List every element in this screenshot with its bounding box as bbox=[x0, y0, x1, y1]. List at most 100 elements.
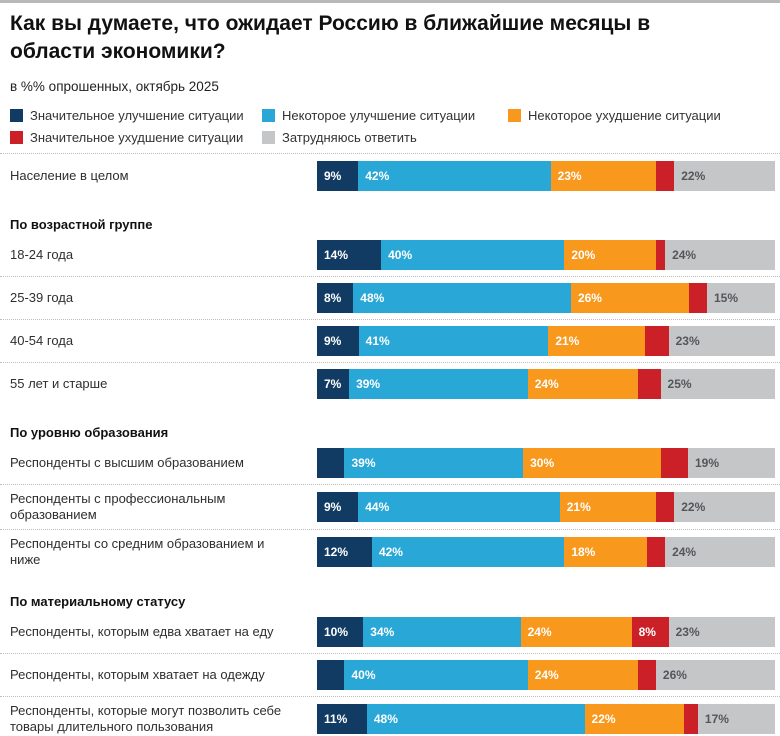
legend-label: Затрудняюсь ответить bbox=[282, 130, 417, 145]
legend: Значительное улучшение ситуации Некоторое… bbox=[10, 107, 775, 146]
segment-significant-improvement: 14% bbox=[317, 240, 382, 270]
stacked-bar: 40% 24% 26% bbox=[317, 660, 775, 690]
segment-value-label: 9% bbox=[324, 500, 342, 514]
segment-hard-to-answer: 24% bbox=[665, 240, 775, 270]
segment-value-label: 48% bbox=[373, 712, 398, 726]
legend-item: Значительное улучшение ситуации bbox=[10, 107, 262, 124]
row-label: Респонденты, которым едва хватает на еду bbox=[10, 624, 274, 639]
segment-some-improvement: 48% bbox=[366, 704, 585, 734]
segment-value-label: 23% bbox=[675, 334, 700, 348]
segment-significant-worsening bbox=[688, 283, 707, 313]
bar-row: Респонденты, которым едва хватает на еду… bbox=[10, 617, 776, 647]
bar-row: 55 лет и старше 7% 39% 24% 25% bbox=[10, 369, 776, 399]
segment-value-label: 40% bbox=[351, 668, 376, 682]
page-title: Как вы думаете, что ожидает Россию в бли… bbox=[10, 10, 775, 66]
segment-value-label: 23% bbox=[675, 625, 700, 639]
segment-value-label: 48% bbox=[360, 291, 385, 305]
legend-item: Некоторое улучшение ситуации bbox=[262, 107, 508, 124]
stacked-bar: 9% 42% 23% 22% bbox=[317, 161, 775, 191]
legend-item: Значительное ухудшение ситуации bbox=[10, 129, 262, 146]
segment-significant-worsening bbox=[655, 161, 675, 191]
segment-value-label: 12% bbox=[324, 545, 349, 559]
stacked-bar: 7% 39% 24% 25% bbox=[317, 369, 776, 399]
chart: Население в целом 9% 42% 23% 22% По возрастно… bbox=[0, 161, 780, 735]
segment-hard-to-answer: 23% bbox=[668, 617, 776, 647]
bar-row: Респонденты со средним образованием и ни… bbox=[10, 536, 775, 568]
row-label: 40-54 года bbox=[10, 333, 74, 348]
legend-label: Некоторое ухудшение ситуации bbox=[528, 108, 721, 123]
segment-significant-worsening bbox=[684, 704, 698, 734]
segment-some-worsening: 24% bbox=[527, 660, 638, 690]
segment-significant-worsening bbox=[655, 492, 675, 522]
stacked-bar: 8% 48% 26% 15% bbox=[317, 283, 775, 313]
segment-some-worsening: 24% bbox=[520, 617, 632, 647]
segment-value-label: 39% bbox=[356, 377, 381, 391]
segment-significant-improvement: 8% bbox=[317, 283, 354, 313]
page-title-line2: области экономики? bbox=[10, 40, 226, 63]
segment-some-improvement: 42% bbox=[371, 537, 565, 567]
segment-some-worsening: 18% bbox=[564, 537, 647, 567]
segment-some-worsening: 21% bbox=[559, 492, 656, 522]
segment-value-label: 23% bbox=[557, 169, 582, 183]
segment-significant-worsening: 8% bbox=[631, 617, 669, 647]
segment-value-label: 7% bbox=[324, 377, 342, 391]
segment-value-label: 21% bbox=[555, 334, 580, 348]
segment-some-worsening: 30% bbox=[523, 448, 661, 478]
segment-significant-improvement bbox=[317, 660, 345, 690]
segment-significant-worsening bbox=[660, 448, 688, 478]
section-header: По материальному статусу bbox=[10, 594, 186, 609]
row-label: Население в целом bbox=[10, 168, 129, 183]
segment-some-worsening: 21% bbox=[548, 326, 646, 356]
legend-item: Затрудняюсь ответить bbox=[262, 129, 508, 146]
segment-value-label: 44% bbox=[365, 500, 390, 514]
segment-hard-to-answer: 23% bbox=[668, 326, 775, 356]
segment-value-label: 22% bbox=[681, 169, 706, 183]
segment-significant-worsening bbox=[646, 537, 666, 567]
bar-row: Респонденты с высшим образованием 39% 30% 1… bbox=[10, 448, 776, 478]
segment-value-label: 42% bbox=[365, 169, 390, 183]
segment-hard-to-answer: 25% bbox=[660, 369, 776, 399]
row-label: Респонденты с профессиональным образован… bbox=[10, 491, 226, 522]
segment-some-improvement: 34% bbox=[363, 617, 521, 647]
segment-value-label: 8% bbox=[638, 625, 656, 639]
segment-value-label: 8% bbox=[324, 291, 342, 305]
row-label: 25-39 года bbox=[10, 290, 74, 305]
bar-row: 25-39 года 8% 48% 26% 15% bbox=[10, 283, 775, 313]
bar-row: 18-24 года 14% 40% 20% 24% bbox=[10, 240, 775, 270]
segment-hard-to-answer: 22% bbox=[674, 161, 775, 191]
segment-value-label: 26% bbox=[577, 291, 602, 305]
legend-label: Значительное улучшение ситуации bbox=[30, 108, 244, 123]
legend-swatch-icon bbox=[262, 131, 275, 144]
segment-value-label: 40% bbox=[388, 248, 413, 262]
segment-significant-improvement: 9% bbox=[317, 161, 359, 191]
stacked-bar: 9% 41% 21% 23% bbox=[317, 326, 775, 356]
segment-hard-to-answer: 24% bbox=[665, 537, 775, 567]
segment-value-label: 22% bbox=[591, 712, 616, 726]
segment-value-label: 10% bbox=[324, 625, 349, 639]
row-label: Респонденты, которым хватает на одежду bbox=[10, 667, 265, 682]
segment-hard-to-answer: 19% bbox=[688, 448, 776, 478]
segment-value-label: 11% bbox=[324, 712, 348, 726]
segment-some-improvement: 44% bbox=[358, 492, 560, 522]
page-title-line1: Как вы думаете, что ожидает Россию в бли… bbox=[10, 12, 651, 35]
bar-row: Респонденты, которые могут позволить себ… bbox=[10, 703, 775, 735]
segment-value-label: 24% bbox=[534, 377, 559, 391]
segment-significant-improvement: 10% bbox=[317, 617, 364, 647]
row-label: Респонденты с высшим образованием bbox=[10, 455, 244, 470]
segment-value-label: 25% bbox=[667, 377, 692, 391]
segment-value-label: 19% bbox=[695, 456, 720, 470]
segment-value-label: 34% bbox=[370, 625, 395, 639]
segment-value-label: 24% bbox=[534, 668, 559, 682]
segment-value-label: 24% bbox=[672, 545, 697, 559]
segment-some-improvement: 48% bbox=[353, 283, 571, 313]
segment-some-worsening: 22% bbox=[584, 704, 685, 734]
stacked-bar: 11% 48% 22% 17% bbox=[317, 704, 775, 734]
stacked-bar: 10% 34% 24% 8% 23% bbox=[317, 617, 776, 647]
bar-row: 40-54 года 9% 41% 21% 23% bbox=[10, 326, 775, 356]
segment-some-improvement: 39% bbox=[349, 369, 528, 399]
segment-hard-to-answer: 26% bbox=[655, 660, 775, 690]
bar-row: Респонденты, которым хватает на одежду 40… bbox=[10, 660, 775, 690]
segment-some-worsening: 24% bbox=[527, 369, 638, 399]
segment-some-improvement: 40% bbox=[344, 660, 528, 690]
